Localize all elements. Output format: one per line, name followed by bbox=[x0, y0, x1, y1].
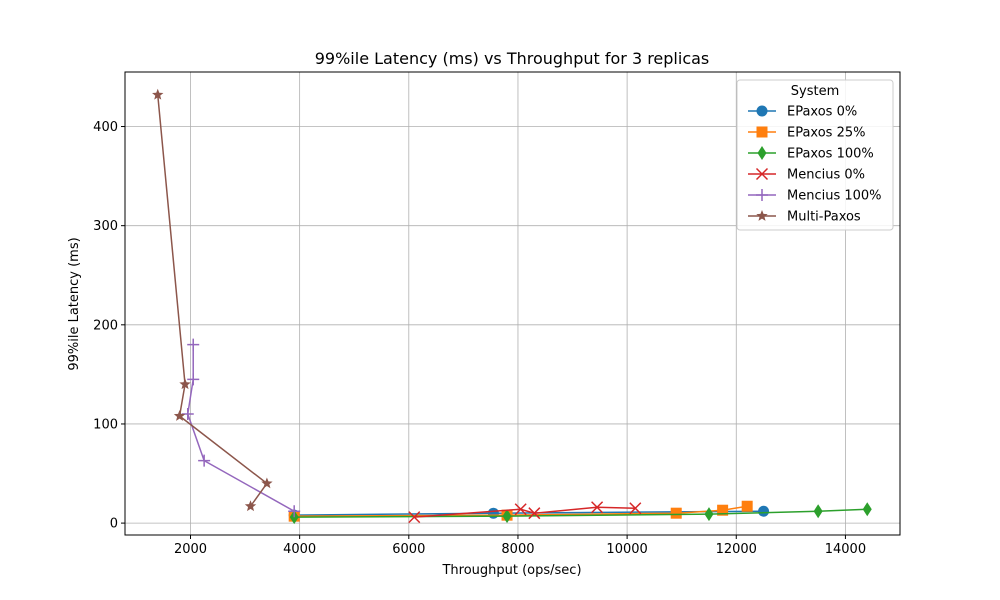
series-mencius-0- bbox=[408, 501, 642, 524]
legend-label: Mencius 0% bbox=[787, 168, 865, 183]
y-tick-label: 300 bbox=[93, 219, 118, 234]
legend-label: EPaxos 25% bbox=[787, 126, 865, 141]
data-point bbox=[173, 410, 186, 421]
legend-marker bbox=[756, 105, 768, 117]
x-tick-label: 2000 bbox=[174, 542, 207, 557]
data-point bbox=[741, 500, 753, 512]
series-line bbox=[186, 344, 295, 512]
data-point bbox=[528, 507, 541, 520]
legend-marker bbox=[756, 126, 768, 138]
x-tick-label: 4000 bbox=[283, 542, 316, 557]
data-point bbox=[187, 338, 200, 351]
data-point bbox=[758, 505, 770, 517]
data-point bbox=[514, 503, 527, 516]
y-tick-label: 0 bbox=[110, 517, 118, 532]
data-point bbox=[288, 505, 301, 518]
series-layer bbox=[152, 88, 872, 525]
legend-box bbox=[736, 79, 894, 231]
data-point bbox=[181, 408, 194, 421]
data-point bbox=[813, 504, 823, 519]
x-tick-label: 14000 bbox=[825, 542, 866, 557]
data-point bbox=[408, 511, 421, 524]
legend-title: System bbox=[791, 84, 839, 99]
legend-marker bbox=[756, 210, 768, 221]
y-tick-label: 200 bbox=[93, 318, 118, 333]
data-point bbox=[187, 373, 200, 386]
y-tick-label: 100 bbox=[93, 417, 118, 432]
data-point bbox=[591, 501, 604, 514]
legend-marker bbox=[755, 167, 769, 181]
data-point bbox=[670, 507, 682, 519]
legend-label: EPaxos 0% bbox=[787, 105, 857, 120]
legend: System EPaxos 0% EPaxos 25% EPaxos 100% Men… bbox=[736, 79, 894, 231]
legend-label: Multi-Paxos bbox=[787, 210, 861, 225]
x-tick-label: 6000 bbox=[392, 542, 425, 557]
y-tick-label: 400 bbox=[93, 120, 118, 135]
x-tick-label: 12000 bbox=[716, 542, 757, 557]
data-point bbox=[198, 454, 211, 467]
grid bbox=[125, 72, 900, 535]
data-point bbox=[152, 88, 164, 100]
x-tick-label: 8000 bbox=[501, 542, 534, 557]
x-tick-label: 10000 bbox=[606, 542, 647, 557]
chart-title: 99%ile Latency (ms) vs Throughput for 3 … bbox=[315, 49, 710, 68]
plot-frame bbox=[124, 71, 901, 536]
data-point bbox=[717, 504, 729, 516]
legend-marker bbox=[756, 189, 768, 201]
series-mencius-100- bbox=[181, 338, 301, 518]
data-point bbox=[487, 507, 499, 519]
series-multi-paxos bbox=[152, 88, 273, 512]
ticks: 2000 4000 6000 8000 10000 12000 14000 0 100 200 30… bbox=[93, 120, 866, 557]
series-line bbox=[157, 94, 268, 507]
data-point bbox=[704, 507, 714, 522]
data-point bbox=[244, 500, 257, 512]
data-point bbox=[502, 509, 512, 524]
x-axis-label: Throughput (ops/sec) bbox=[441, 563, 581, 578]
legend-marker bbox=[757, 146, 767, 160]
data-point bbox=[261, 477, 273, 489]
data-point bbox=[179, 378, 191, 390]
data-point bbox=[862, 502, 872, 517]
legend-label: EPaxos 100% bbox=[787, 147, 874, 162]
y-axis-label: 99%ile Latency (ms) bbox=[67, 237, 82, 370]
legend-label: Mencius 100% bbox=[787, 189, 882, 204]
data-point bbox=[629, 502, 642, 515]
